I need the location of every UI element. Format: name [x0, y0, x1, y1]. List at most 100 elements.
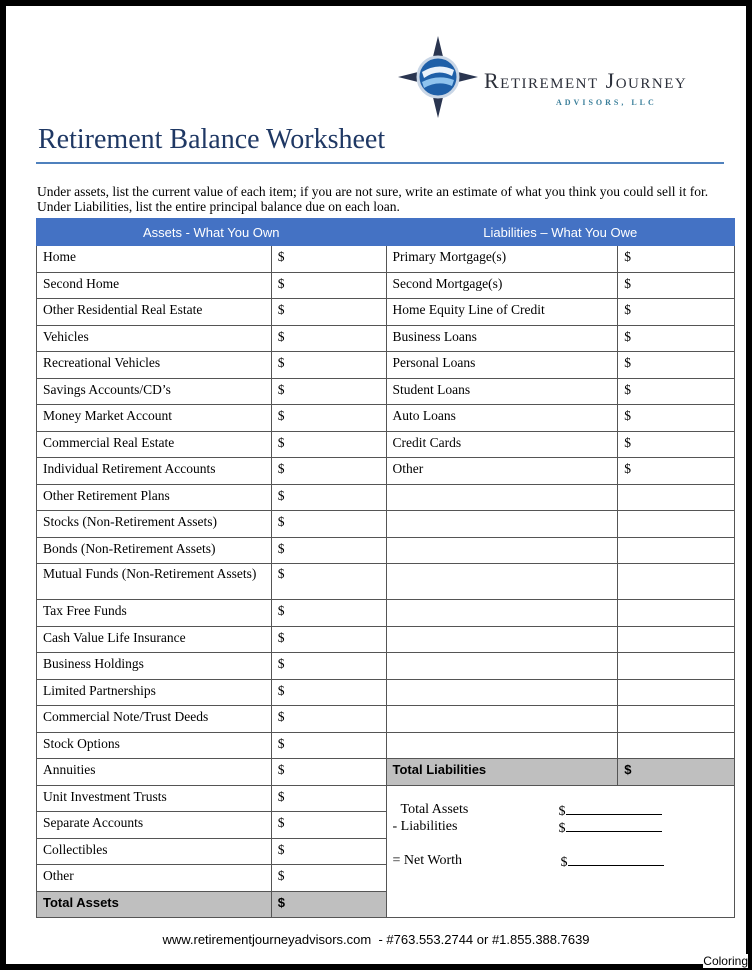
asset-value[interactable]: $ [270, 245, 387, 273]
asset-value[interactable]: $ [270, 731, 387, 759]
liability-label: Credit Cards [385, 430, 619, 458]
liability-value[interactable]: $ [617, 377, 735, 405]
table-row: Second Home $ Second Mortgage(s) $ [36, 271, 735, 299]
liability-value[interactable]: $ [617, 404, 735, 432]
nw-total-assets-field[interactable]: $ [559, 802, 662, 820]
dollar-sign: $ [558, 803, 566, 819]
total-liabilities-value[interactable]: $ [617, 758, 735, 786]
asset-value[interactable]: $ [270, 599, 387, 627]
liability-blank-value[interactable] [617, 731, 735, 759]
liability-blank-value[interactable] [617, 563, 735, 600]
liability-blank[interactable] [385, 510, 619, 538]
brand-subtitle: ADVISORS, LLC [556, 98, 657, 107]
asset-value[interactable]: $ [270, 864, 387, 892]
table-row: Savings Accounts/CD’s $ Student Loans $ [36, 377, 735, 405]
table-row: Other Retirement Plans $ [36, 483, 735, 511]
asset-label: Vehicles [36, 324, 272, 352]
liability-blank[interactable] [385, 705, 619, 733]
dollar-sign: $ [558, 820, 566, 836]
asset-label: Money Market Account [36, 404, 272, 432]
liability-label: Home Equity Line of Credit [385, 298, 619, 326]
asset-value[interactable]: $ [270, 271, 387, 299]
liability-value[interactable]: $ [617, 324, 735, 352]
asset-label: Commercial Real Estate [36, 430, 272, 458]
liability-blank-value[interactable] [617, 652, 735, 680]
table-row: Tax Free Funds $ [36, 599, 735, 627]
table-row: Unit Investment Trusts $ Total Assets $ -… [36, 784, 735, 918]
asset-value[interactable]: $ [270, 483, 387, 511]
table-row: Annuities $ Total Liabilities $ [36, 758, 735, 786]
asset-label: Collectibles [36, 837, 272, 865]
asset-value[interactable]: $ [270, 563, 387, 600]
brand-name: Retirement Journey [484, 68, 688, 93]
liability-value[interactable]: $ [617, 271, 735, 299]
dollar-sign: $ [560, 854, 568, 870]
liability-blank[interactable] [385, 731, 619, 759]
liability-value[interactable]: $ [617, 457, 735, 485]
table-row: Recreational Vehicles $ Personal Loans $ [36, 351, 735, 379]
asset-value[interactable]: $ [270, 837, 387, 865]
liability-blank[interactable] [385, 483, 619, 511]
asset-value[interactable]: $ [270, 705, 387, 733]
asset-value[interactable]: $ [270, 510, 387, 538]
assets-header: Assets - What You Own [36, 218, 387, 246]
asset-value[interactable]: $ [270, 377, 387, 405]
liability-value[interactable]: $ [617, 245, 735, 273]
asset-value[interactable]: $ [270, 536, 387, 564]
asset-value[interactable]: $ [270, 351, 387, 379]
liability-value[interactable]: $ [617, 298, 735, 326]
asset-label: Commercial Note/Trust Deeds [36, 705, 272, 733]
liability-blank[interactable] [385, 652, 619, 680]
asset-label: Annuities [36, 758, 272, 786]
liability-value[interactable]: $ [617, 351, 735, 379]
asset-value[interactable]: $ [270, 678, 387, 706]
liability-blank-value[interactable] [617, 536, 735, 564]
liability-blank-value[interactable] [617, 510, 735, 538]
website-link[interactable]: www.retirementjourneyadvisors.com [162, 932, 372, 947]
liability-label: Business Loans [385, 324, 619, 352]
asset-label: Mutual Funds (Non-Retirement Assets) [36, 563, 272, 600]
asset-label: Savings Accounts/CD’s [36, 377, 272, 405]
asset-value[interactable]: $ [270, 430, 387, 458]
liability-blank[interactable] [385, 563, 619, 600]
asset-value[interactable]: $ [270, 324, 387, 352]
asset-label: Other Retirement Plans [36, 483, 272, 511]
asset-value[interactable]: $ [270, 784, 387, 812]
table-row: Commercial Real Estate $ Credit Cards $ [36, 430, 735, 458]
asset-value[interactable]: $ [270, 758, 387, 786]
liability-blank-value[interactable] [617, 599, 735, 627]
liability-blank-value[interactable] [617, 705, 735, 733]
asset-label: Bonds (Non-Retirement Assets) [36, 536, 272, 564]
nw-net-worth-field[interactable]: $ [561, 853, 664, 871]
instructions: Under assets, list the current value of … [37, 184, 709, 214]
asset-value[interactable]: $ [270, 457, 387, 485]
liability-blank-value[interactable] [617, 483, 735, 511]
asset-value[interactable]: $ [270, 404, 387, 432]
asset-value[interactable]: $ [270, 625, 387, 653]
liability-value[interactable]: $ [617, 430, 735, 458]
asset-label: Cash Value Life Insurance [36, 625, 272, 653]
net-worth-box: Total Assets $ - Liabilities $ = Net Wor… [385, 784, 735, 918]
asset-value[interactable]: $ [270, 811, 387, 839]
watermark: Coloring [703, 954, 748, 968]
liability-blank[interactable] [385, 625, 619, 653]
compass-logo [398, 36, 478, 118]
liability-blank[interactable] [385, 678, 619, 706]
total-liabilities-label: Total Liabilities [385, 758, 619, 786]
table-row: Vehicles $ Business Loans $ [36, 324, 735, 352]
asset-label: Home [36, 245, 272, 273]
asset-label: Individual Retirement Accounts [36, 457, 272, 485]
table-row: Individual Retirement Accounts $ Other $ [36, 457, 735, 485]
liability-blank[interactable] [385, 536, 619, 564]
table-row: Mutual Funds (Non-Retirement Assets) $ [36, 563, 735, 600]
liability-blank-value[interactable] [617, 625, 735, 653]
nw-liabilities-field[interactable]: $ [559, 819, 662, 837]
asset-value[interactable]: $ [270, 652, 387, 680]
footer: www.retirementjourneyadvisors.com - #763… [6, 932, 746, 947]
asset-value[interactable]: $ [270, 298, 387, 326]
liability-blank-value[interactable] [617, 678, 735, 706]
total-assets-value[interactable]: $ [270, 890, 387, 918]
table-row: Business Holdings $ [36, 652, 735, 680]
liability-blank[interactable] [385, 599, 619, 627]
liability-label: Auto Loans [385, 404, 619, 432]
